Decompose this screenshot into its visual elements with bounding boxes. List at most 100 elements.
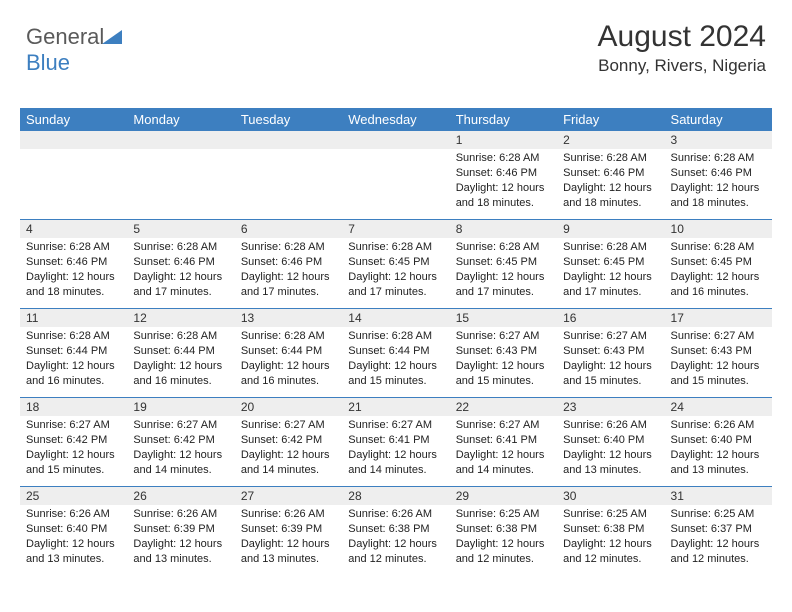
- calendar-cell: 27Sunrise: 6:26 AMSunset: 6:39 PMDayligh…: [235, 487, 342, 575]
- sunrise-text: Sunrise: 6:28 AM: [563, 240, 658, 255]
- calendar-cell: 24Sunrise: 6:26 AMSunset: 6:40 PMDayligh…: [665, 398, 772, 486]
- daylight-text: Daylight: 12 hours and 14 minutes.: [348, 448, 443, 478]
- daylight-text: Daylight: 12 hours and 13 minutes.: [133, 537, 228, 567]
- sunrise-text: Sunrise: 6:28 AM: [241, 240, 336, 255]
- day-number: [20, 131, 127, 149]
- daylight-text: Daylight: 12 hours and 16 minutes.: [241, 359, 336, 389]
- daylight-text: Daylight: 12 hours and 15 minutes.: [456, 359, 551, 389]
- sunset-text: Sunset: 6:38 PM: [348, 522, 443, 537]
- calendar-cell: 31Sunrise: 6:25 AMSunset: 6:37 PMDayligh…: [665, 487, 772, 575]
- day-number: 5: [127, 220, 234, 238]
- daylight-text: Daylight: 12 hours and 15 minutes.: [348, 359, 443, 389]
- day-details: Sunrise: 6:28 AMSunset: 6:46 PMDaylight:…: [20, 238, 127, 303]
- daylight-text: Daylight: 12 hours and 12 minutes.: [563, 537, 658, 567]
- logo-triangle-icon: [102, 30, 122, 46]
- daylight-text: Daylight: 12 hours and 16 minutes.: [26, 359, 121, 389]
- sunset-text: Sunset: 6:42 PM: [133, 433, 228, 448]
- day-details: Sunrise: 6:27 AMSunset: 6:42 PMDaylight:…: [127, 416, 234, 481]
- calendar-cell: 23Sunrise: 6:26 AMSunset: 6:40 PMDayligh…: [557, 398, 664, 486]
- day-number: 11: [20, 309, 127, 327]
- daylight-text: Daylight: 12 hours and 13 minutes.: [241, 537, 336, 567]
- day-number: [342, 131, 449, 149]
- sunset-text: Sunset: 6:46 PM: [671, 166, 766, 181]
- sunset-text: Sunset: 6:44 PM: [241, 344, 336, 359]
- sunset-text: Sunset: 6:46 PM: [563, 166, 658, 181]
- calendar-week: 4Sunrise: 6:28 AMSunset: 6:46 PMDaylight…: [20, 219, 772, 308]
- calendar-cell: 8Sunrise: 6:28 AMSunset: 6:45 PMDaylight…: [450, 220, 557, 308]
- day-number: 27: [235, 487, 342, 505]
- day-details: Sunrise: 6:26 AMSunset: 6:40 PMDaylight:…: [557, 416, 664, 481]
- day-details: Sunrise: 6:27 AMSunset: 6:43 PMDaylight:…: [557, 327, 664, 392]
- day-header: Thursday: [450, 108, 557, 131]
- daylight-text: Daylight: 12 hours and 17 minutes.: [133, 270, 228, 300]
- day-details: Sunrise: 6:27 AMSunset: 6:43 PMDaylight:…: [450, 327, 557, 392]
- day-details: Sunrise: 6:28 AMSunset: 6:44 PMDaylight:…: [235, 327, 342, 392]
- daylight-text: Daylight: 12 hours and 16 minutes.: [133, 359, 228, 389]
- day-details: Sunrise: 6:27 AMSunset: 6:43 PMDaylight:…: [665, 327, 772, 392]
- sunset-text: Sunset: 6:44 PM: [133, 344, 228, 359]
- day-number: 3: [665, 131, 772, 149]
- sunset-text: Sunset: 6:40 PM: [671, 433, 766, 448]
- sunset-text: Sunset: 6:42 PM: [26, 433, 121, 448]
- daylight-text: Daylight: 12 hours and 18 minutes.: [671, 181, 766, 211]
- sunrise-text: Sunrise: 6:27 AM: [348, 418, 443, 433]
- calendar-week: 1Sunrise: 6:28 AMSunset: 6:46 PMDaylight…: [20, 131, 772, 219]
- day-details: Sunrise: 6:25 AMSunset: 6:37 PMDaylight:…: [665, 505, 772, 570]
- calendar-cell: 11Sunrise: 6:28 AMSunset: 6:44 PMDayligh…: [20, 309, 127, 397]
- sunrise-text: Sunrise: 6:28 AM: [133, 329, 228, 344]
- sunrise-text: Sunrise: 6:25 AM: [563, 507, 658, 522]
- day-number: 22: [450, 398, 557, 416]
- day-number: 14: [342, 309, 449, 327]
- daylight-text: Daylight: 12 hours and 17 minutes.: [563, 270, 658, 300]
- day-number: 24: [665, 398, 772, 416]
- sunrise-text: Sunrise: 6:25 AM: [671, 507, 766, 522]
- daylight-text: Daylight: 12 hours and 14 minutes.: [241, 448, 336, 478]
- sunset-text: Sunset: 6:45 PM: [671, 255, 766, 270]
- sunset-text: Sunset: 6:43 PM: [563, 344, 658, 359]
- calendar-cell: 18Sunrise: 6:27 AMSunset: 6:42 PMDayligh…: [20, 398, 127, 486]
- sunrise-text: Sunrise: 6:28 AM: [563, 151, 658, 166]
- daylight-text: Daylight: 12 hours and 17 minutes.: [348, 270, 443, 300]
- day-number: 12: [127, 309, 234, 327]
- calendar-cell: [342, 131, 449, 219]
- sunset-text: Sunset: 6:39 PM: [133, 522, 228, 537]
- sunset-text: Sunset: 6:40 PM: [26, 522, 121, 537]
- calendar-cell: 4Sunrise: 6:28 AMSunset: 6:46 PMDaylight…: [20, 220, 127, 308]
- day-details: Sunrise: 6:28 AMSunset: 6:45 PMDaylight:…: [450, 238, 557, 303]
- daylight-text: Daylight: 12 hours and 14 minutes.: [456, 448, 551, 478]
- day-number: 25: [20, 487, 127, 505]
- sunrise-text: Sunrise: 6:28 AM: [671, 151, 766, 166]
- calendar-cell: 15Sunrise: 6:27 AMSunset: 6:43 PMDayligh…: [450, 309, 557, 397]
- day-number: 29: [450, 487, 557, 505]
- sunset-text: Sunset: 6:46 PM: [456, 166, 551, 181]
- sunrise-text: Sunrise: 6:27 AM: [133, 418, 228, 433]
- day-details: Sunrise: 6:25 AMSunset: 6:38 PMDaylight:…: [450, 505, 557, 570]
- logo: General Blue: [26, 24, 122, 76]
- sunset-text: Sunset: 6:38 PM: [456, 522, 551, 537]
- day-header: Saturday: [665, 108, 772, 131]
- sunset-text: Sunset: 6:46 PM: [26, 255, 121, 270]
- day-header: Wednesday: [342, 108, 449, 131]
- calendar-cell: 19Sunrise: 6:27 AMSunset: 6:42 PMDayligh…: [127, 398, 234, 486]
- location-text: Bonny, Rivers, Nigeria: [598, 56, 766, 76]
- calendar-cell: 28Sunrise: 6:26 AMSunset: 6:38 PMDayligh…: [342, 487, 449, 575]
- logo-text-gray: General: [26, 24, 104, 49]
- day-details: Sunrise: 6:28 AMSunset: 6:46 PMDaylight:…: [557, 149, 664, 214]
- daylight-text: Daylight: 12 hours and 17 minutes.: [456, 270, 551, 300]
- day-number: 16: [557, 309, 664, 327]
- sunrise-text: Sunrise: 6:28 AM: [348, 329, 443, 344]
- sunset-text: Sunset: 6:41 PM: [348, 433, 443, 448]
- day-details: Sunrise: 6:28 AMSunset: 6:44 PMDaylight:…: [342, 327, 449, 392]
- sunrise-text: Sunrise: 6:28 AM: [671, 240, 766, 255]
- sunset-text: Sunset: 6:45 PM: [456, 255, 551, 270]
- calendar-cell: [20, 131, 127, 219]
- day-header: Friday: [557, 108, 664, 131]
- day-details: Sunrise: 6:26 AMSunset: 6:40 PMDaylight:…: [665, 416, 772, 481]
- calendar-cell: 21Sunrise: 6:27 AMSunset: 6:41 PMDayligh…: [342, 398, 449, 486]
- calendar-cell: 17Sunrise: 6:27 AMSunset: 6:43 PMDayligh…: [665, 309, 772, 397]
- day-number: 31: [665, 487, 772, 505]
- day-details: Sunrise: 6:26 AMSunset: 6:38 PMDaylight:…: [342, 505, 449, 570]
- sunrise-text: Sunrise: 6:28 AM: [26, 329, 121, 344]
- day-number: 13: [235, 309, 342, 327]
- calendar-cell: 2Sunrise: 6:28 AMSunset: 6:46 PMDaylight…: [557, 131, 664, 219]
